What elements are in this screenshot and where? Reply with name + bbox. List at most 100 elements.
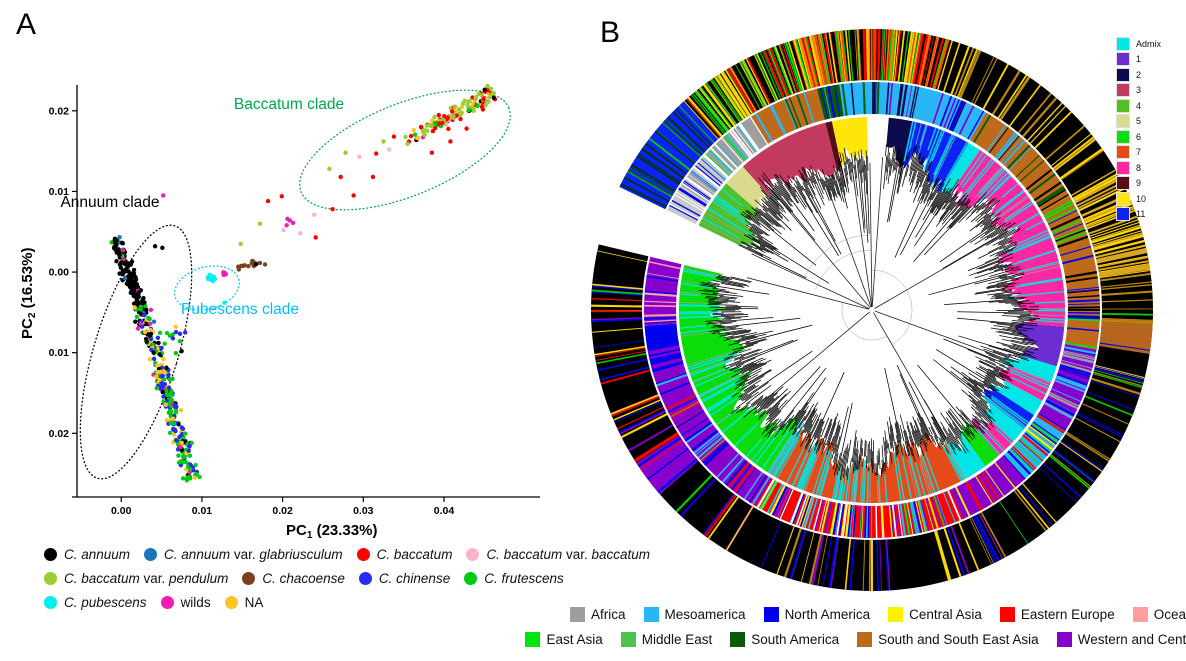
admix-wedge xyxy=(940,142,980,196)
species-legend-dot xyxy=(144,548,158,561)
species-legend-label: C. baccatum xyxy=(376,547,453,562)
admix-legend-item: Admix xyxy=(1116,36,1161,52)
region-legend-label: Mesoamerica xyxy=(664,607,746,622)
x-tick-label: 0.02 xyxy=(272,505,293,517)
panel-a-label: A xyxy=(16,8,37,41)
baccatum-ellipse xyxy=(299,89,511,211)
region-legend-label: Oceania xyxy=(1153,607,1186,622)
pubescens-ellipse xyxy=(174,265,240,311)
region-segment xyxy=(951,455,1025,519)
x-tick-label: 0.04 xyxy=(434,505,455,517)
region-legend-label: Western and Central Europe xyxy=(1077,632,1186,647)
admix-wedge xyxy=(981,395,1025,442)
region-legend-swatch xyxy=(888,607,904,622)
admix-legend-label: 1 xyxy=(1136,54,1142,65)
species-legend-label: C. chacoense xyxy=(262,571,345,586)
species-legend-dot xyxy=(358,572,372,585)
admix-wedge xyxy=(742,122,838,199)
region-legend-swatch xyxy=(1132,607,1148,622)
region-legend-swatch xyxy=(1056,632,1072,647)
species-legend-dot xyxy=(466,548,480,561)
admix-legend-swatch xyxy=(1116,160,1130,175)
species-legend-dot xyxy=(44,548,57,561)
admix-wedge xyxy=(831,117,868,166)
region-legend-item: North America xyxy=(763,607,871,622)
admix-legend-item: 3 xyxy=(1116,83,1161,99)
admix-wedge xyxy=(998,365,1051,401)
region-legend-label: East Asia xyxy=(546,632,603,647)
admixture-wedge-ring xyxy=(679,117,1066,503)
admix-legend-swatch xyxy=(1116,36,1130,51)
dendrogram xyxy=(698,144,1040,481)
region-legend-swatch xyxy=(570,607,586,622)
species-legend-label: C. annuum xyxy=(64,547,131,562)
species-legend-label: C. baccatum var. baccatum xyxy=(486,547,651,562)
species-legend-dot xyxy=(224,596,238,609)
species-legend-dot xyxy=(242,572,256,585)
admix-legend-label: 10 xyxy=(1136,193,1147,204)
admix-legend-label: 7 xyxy=(1136,147,1142,158)
species-legend-label: C. chinense xyxy=(378,571,451,586)
species-legend-label: NA xyxy=(244,595,264,610)
admix-legend-swatch xyxy=(1116,129,1130,144)
admix-legend-label: Admix xyxy=(1136,38,1162,49)
circular-phylogeny xyxy=(590,28,1154,592)
region-legend-item: Eastern Europe xyxy=(999,607,1115,622)
species-legend-dot xyxy=(160,596,174,609)
y-tick-label: 0.01 xyxy=(49,186,70,198)
region-segment xyxy=(970,112,1070,212)
y-axis-title: PC2 (16.53%) xyxy=(19,248,38,339)
admix-legend-item: 5 xyxy=(1116,114,1161,130)
admix-legend-swatch xyxy=(1116,67,1130,82)
admix-wedge xyxy=(943,430,986,479)
region-segment xyxy=(840,82,892,116)
admix-legend-item: 11 xyxy=(1116,207,1161,223)
region-legend-swatch xyxy=(730,632,746,647)
admix-group-legend: Admix 1 2 3 4 5 6 7 8 9 10 11 xyxy=(1116,36,1161,222)
admix-legend-label: 9 xyxy=(1136,178,1142,189)
region-legend-item: Oceania xyxy=(1132,607,1186,622)
admix-legend-label: 6 xyxy=(1136,131,1142,142)
y-tick-label: 0.00 xyxy=(49,267,70,279)
region-legend-item: East Asia xyxy=(525,632,603,647)
region-legend-swatch xyxy=(857,632,873,647)
region-segment xyxy=(751,88,825,144)
region-legend-label: North America xyxy=(784,607,871,622)
species-legend-item: C. chacoense xyxy=(242,571,345,586)
region-legend-swatch xyxy=(620,632,636,647)
region-legend-label: Africa xyxy=(591,607,626,622)
outer-ring-chunk xyxy=(619,101,719,210)
species-legend-item: C. pubescens xyxy=(44,595,147,610)
clade-label: Pubescens clade xyxy=(181,301,299,318)
admix-legend-label: 4 xyxy=(1136,100,1142,111)
region-legend-label: South America xyxy=(751,632,840,647)
pca-axes: 0.00 0.01 0.02 0.03 0.04 0.02 0.01 0.00 0.01 0.02… xyxy=(19,85,540,541)
region-legend-item: Central Asia xyxy=(888,607,982,622)
clade-label: Annuum clade xyxy=(60,194,159,211)
pca-species-legend: C. annuum C. annuum var. glabriusculum C. … xyxy=(44,547,650,619)
annuum-ellipse xyxy=(79,224,193,480)
admix-legend-swatch xyxy=(1116,52,1130,67)
admix-legend-label: 2 xyxy=(1136,69,1142,80)
x-axis-title: PC1 (23.33%) xyxy=(286,522,377,541)
x-tick-label: 0.01 xyxy=(192,505,213,517)
admix-legend-label: 8 xyxy=(1136,162,1142,173)
region-legend-swatch xyxy=(763,607,779,622)
region-legend-item: Western and Central Europe xyxy=(1056,632,1186,647)
species-legend-item: C. frutescens xyxy=(464,571,564,586)
species-legend-item: C. annuum var. glabriusculum xyxy=(144,547,343,562)
species-legend-label: wilds xyxy=(180,595,211,610)
region-legend-label: South and South East Asia xyxy=(878,632,1039,647)
species-legend-label: C. annuum var. glabriusculum xyxy=(164,547,343,562)
admix-wedge xyxy=(726,166,772,213)
admix-wedge xyxy=(988,379,1043,416)
admix-legend-item: 7 xyxy=(1116,145,1161,161)
species-legend-item: C. baccatum var. pendulum xyxy=(44,571,228,586)
species-legend-item: C. baccatum var. baccatum xyxy=(466,547,650,562)
species-legend-label: C. frutescens xyxy=(484,571,564,586)
region-legend-item: Mesoamerica xyxy=(643,607,746,622)
species-legend-dot xyxy=(44,596,57,609)
species-legend-label: C. baccatum var. pendulum xyxy=(64,571,229,586)
y-tick-label: 0.02 xyxy=(49,105,70,117)
region-ring xyxy=(644,81,1101,539)
